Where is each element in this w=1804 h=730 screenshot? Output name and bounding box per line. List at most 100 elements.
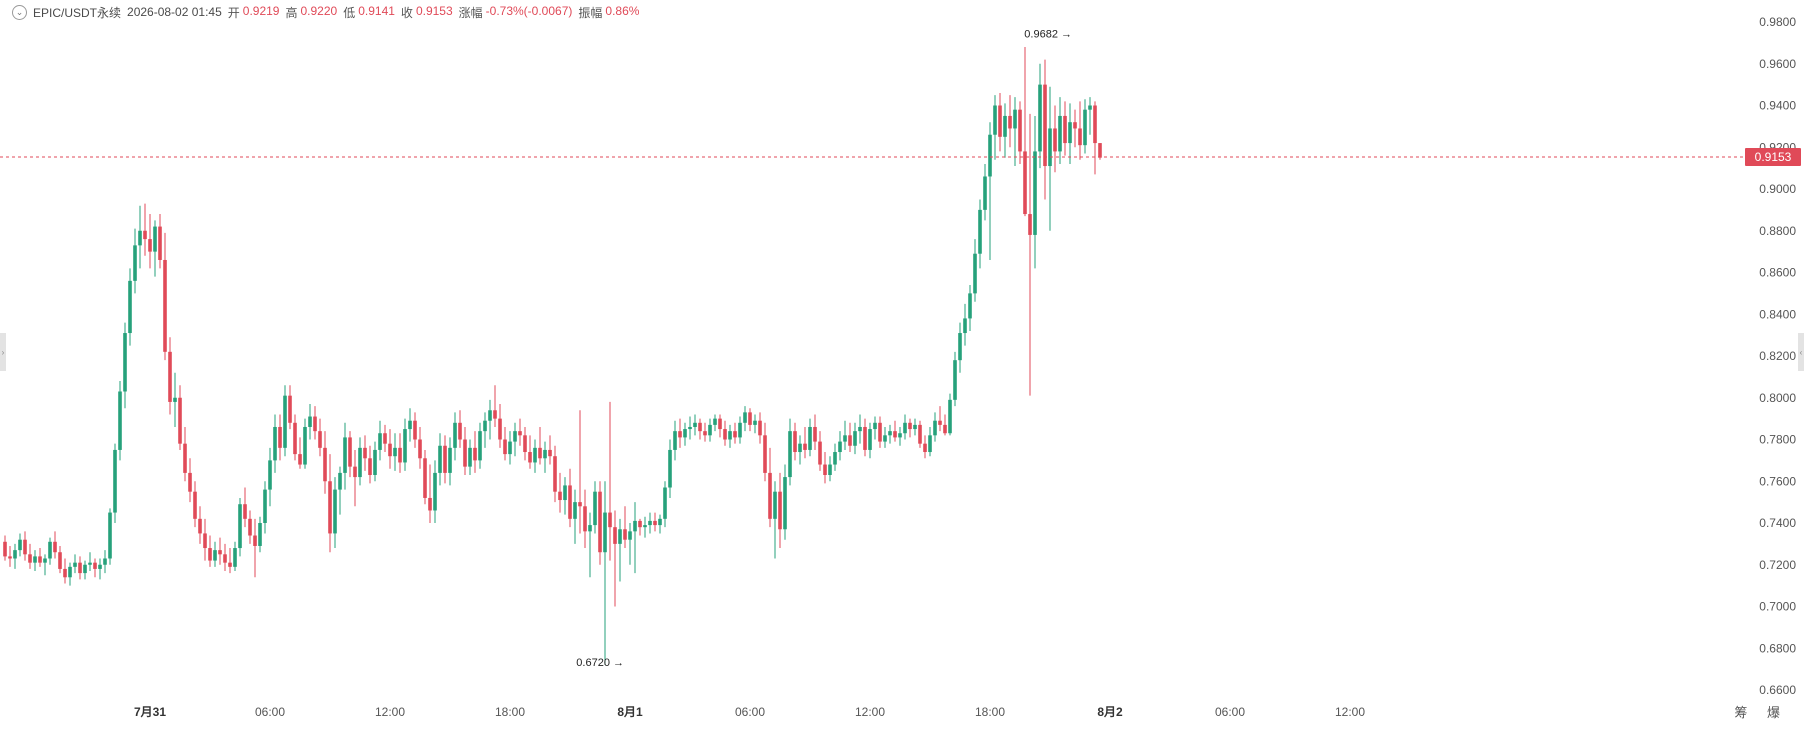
left-expand-handle[interactable]: › <box>0 333 6 371</box>
candle-body <box>253 535 257 546</box>
x-tick-label: 06:00 <box>1215 705 1245 719</box>
candle <box>848 422 852 453</box>
candle-body <box>583 506 587 532</box>
candle <box>913 418 917 436</box>
candle-body <box>993 105 997 135</box>
candle-body <box>333 489 337 534</box>
candle <box>963 303 967 346</box>
candle-body <box>543 449 547 459</box>
candle-body <box>793 431 797 453</box>
candle <box>293 414 297 461</box>
collapse-chevron-icon[interactable]: ⌄ <box>12 4 27 20</box>
candle-body <box>133 245 137 281</box>
candle <box>723 420 727 446</box>
candle-body <box>138 230 142 246</box>
candle <box>28 543 32 569</box>
candle-body <box>963 318 967 334</box>
candle <box>143 203 147 256</box>
candle-body <box>1093 105 1097 144</box>
y-tick-label: 0.9400 <box>1759 99 1796 113</box>
candle-body <box>428 497 432 511</box>
candle-body <box>98 564 102 569</box>
candle <box>938 406 942 432</box>
datetime-label: 2026-08-02 01:45 <box>127 5 222 19</box>
candle-body <box>208 548 212 561</box>
candle-body <box>158 226 162 260</box>
candle-body <box>108 512 112 559</box>
candle <box>593 481 597 534</box>
candle <box>223 543 227 572</box>
candle-body <box>628 531 632 540</box>
candle <box>678 418 682 448</box>
y-tick-label: 0.8800 <box>1759 224 1796 238</box>
candle-body <box>93 562 97 569</box>
candle <box>1018 101 1022 164</box>
candle-body <box>773 491 777 519</box>
candle <box>168 337 172 415</box>
candle-body <box>3 541 7 557</box>
candle-body <box>983 176 987 210</box>
candle <box>973 239 977 302</box>
candle-body <box>843 435 847 442</box>
x-tick-label: 06:00 <box>255 705 285 719</box>
symbol-label[interactable]: EPIC/USDT永续 <box>33 5 122 20</box>
candle <box>313 406 317 440</box>
candle <box>408 408 412 442</box>
candle-body <box>748 412 752 425</box>
candle-body <box>1008 115 1012 129</box>
candle-body <box>658 518 662 526</box>
candle <box>718 414 722 438</box>
candle-body <box>978 209 982 254</box>
candle-body <box>908 422 912 430</box>
candle-body <box>1098 143 1102 158</box>
min-price-marker: 0.6720 → <box>576 657 624 669</box>
candle <box>663 481 667 528</box>
candle <box>173 372 177 427</box>
candle <box>808 418 812 457</box>
candle-body <box>698 422 702 432</box>
candle-body <box>973 253 977 294</box>
candle <box>1083 99 1087 154</box>
chevron-left-icon: ‹ <box>1799 347 1803 357</box>
candle <box>783 464 787 540</box>
candle <box>128 268 132 346</box>
candle-body <box>58 552 62 569</box>
candle-body <box>328 481 332 534</box>
candle <box>643 516 647 538</box>
candle-body <box>113 449 117 513</box>
bottom-right-toolbar[interactable]: 筹 爆 <box>1734 705 1788 720</box>
candle-body <box>288 395 292 423</box>
candle <box>38 548 42 567</box>
change-label: 涨幅 <box>458 5 483 20</box>
candle <box>863 418 867 457</box>
right-expand-handle[interactable]: ‹ <box>1798 333 1804 371</box>
candle <box>358 437 362 486</box>
candle-body <box>303 426 307 465</box>
candle-body <box>1018 109 1022 152</box>
low-value: 0.9141 <box>358 3 395 18</box>
candle <box>1038 63 1042 169</box>
candle <box>853 422 857 455</box>
candle-body <box>613 527 617 544</box>
candle <box>908 418 912 438</box>
candle-body <box>673 431 677 450</box>
candle-body <box>653 520 657 526</box>
candle <box>233 541 237 572</box>
candle-body <box>488 410 492 421</box>
candle <box>878 416 882 448</box>
candle-body <box>418 439 422 459</box>
candle-body <box>103 558 107 565</box>
candle-body <box>1078 128 1082 146</box>
candle-body <box>508 441 512 455</box>
x-tick-label: 06:00 <box>735 705 765 719</box>
candle <box>178 385 182 450</box>
candle <box>648 512 652 534</box>
y-tick-label: 0.6800 <box>1759 641 1796 655</box>
x-tick-label: 8月2 <box>1097 705 1123 719</box>
candle-body <box>143 230 147 240</box>
candle-body <box>293 422 297 455</box>
x-axis: 7月31 06:00 12:00 18:00 8月1 06:00 12:00 18:00 8月2… <box>134 705 1365 719</box>
candle <box>83 560 87 580</box>
